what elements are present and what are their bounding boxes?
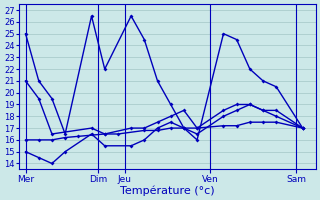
X-axis label: Température (°c): Température (°c): [120, 185, 215, 196]
